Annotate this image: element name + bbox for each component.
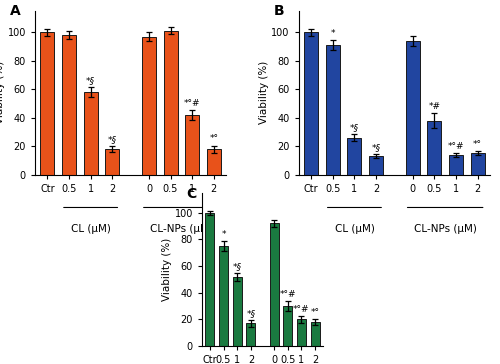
Bar [84,92,98,175]
Y-axis label: Viability (%): Viability (%) [0,61,5,124]
Text: *°#: *°# [293,305,310,314]
Bar [428,120,442,175]
Text: *§: *§ [372,143,380,152]
Text: *§: *§ [350,123,359,132]
Text: CL-NPs (μM): CL-NPs (μM) [150,224,213,234]
Y-axis label: Viability (%): Viability (%) [258,61,268,124]
Text: CL (μM): CL (μM) [334,224,374,234]
Y-axis label: Viability (%): Viability (%) [162,238,172,301]
Bar [449,155,463,175]
Bar [270,223,278,346]
Bar [470,153,484,175]
Bar [40,32,54,175]
Text: *°: *° [310,308,320,317]
Text: *#: *# [428,102,440,111]
Bar [142,36,156,175]
Bar [219,246,228,346]
Text: *: * [222,230,226,240]
Bar [326,45,340,175]
Text: *§: *§ [232,262,241,271]
Text: *°#: *°# [184,99,200,108]
Text: CL-NPs (μM): CL-NPs (μM) [414,224,476,234]
Bar [206,149,221,175]
Text: CL (μM): CL (μM) [70,224,110,234]
Bar [164,31,177,175]
Text: *§: *§ [108,135,116,144]
Bar [185,115,199,175]
Bar [297,319,306,346]
Bar [348,138,362,175]
Bar [246,323,256,346]
Text: A: A [10,4,21,18]
Bar [406,41,420,175]
Text: *°#: *°# [448,142,464,150]
Bar [206,213,214,346]
Bar [233,277,241,346]
Text: B: B [274,4,284,18]
Text: C: C [186,187,196,201]
Bar [105,149,119,175]
Text: *°: *° [210,134,218,143]
Bar [62,35,76,175]
Bar [304,32,318,175]
Text: *°#: *°# [280,290,296,298]
Bar [369,156,383,175]
Text: *: * [330,29,335,38]
Text: *§: *§ [246,309,256,318]
Bar [284,306,292,346]
Bar [310,322,320,346]
Text: *°: *° [473,140,482,149]
Text: *§: *§ [86,76,95,85]
